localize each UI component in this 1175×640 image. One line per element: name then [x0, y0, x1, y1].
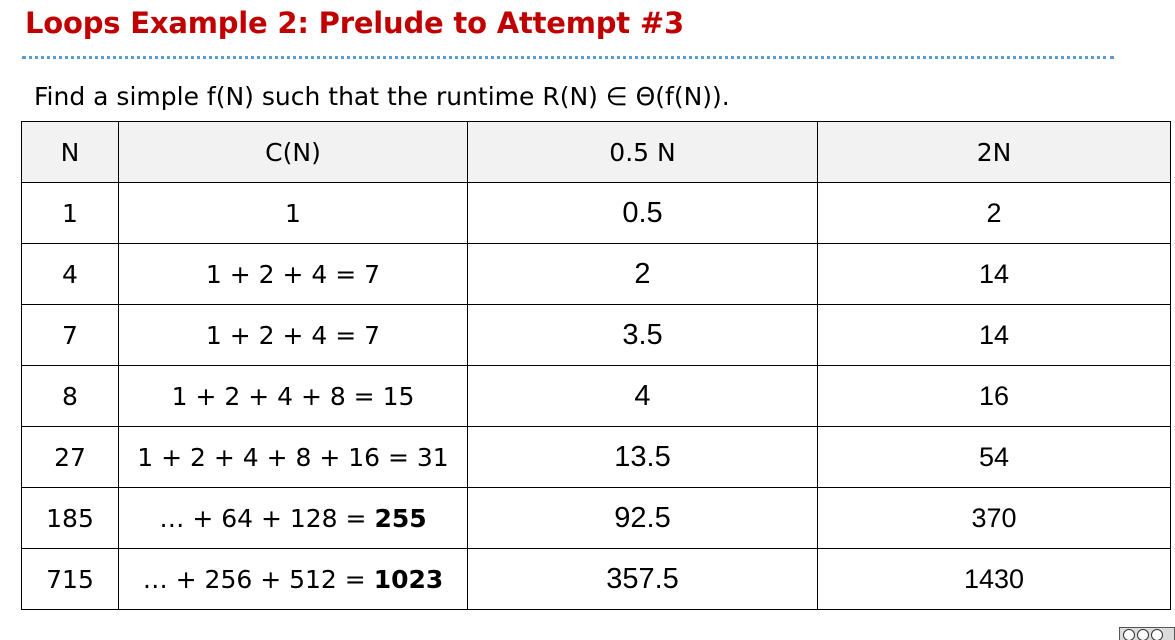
- title-divider: [22, 56, 1114, 59]
- cell-two-n: 54: [817, 426, 1171, 488]
- cell-n: 185: [21, 487, 119, 549]
- cell-cn: 1 + 2 + 4 + 8 = 15: [118, 365, 468, 427]
- cc-license-icon: [1119, 627, 1175, 640]
- cell-two-n: 14: [817, 243, 1171, 305]
- cell-two-n: 14: [817, 304, 1171, 366]
- cell-cn-text: 1: [285, 198, 301, 228]
- cell-cn-text: … + 64 + 128 =: [159, 503, 375, 533]
- cell-cn: … + 64 + 128 = 255: [118, 487, 468, 549]
- table-row: 4 1 + 2 + 4 = 7 2 14: [21, 243, 1171, 305]
- cell-cn-text: 1 + 2 + 4 + 8 + 16 = 31: [137, 442, 449, 472]
- cell-n: 4: [21, 243, 119, 305]
- table-row: 1 1 0.5 2: [21, 182, 1171, 244]
- cc-nc-icon: [1151, 629, 1163, 640]
- cell-cn-text: 1 + 2 + 4 = 7: [205, 259, 381, 289]
- cell-cn-bold: 255: [374, 503, 427, 533]
- cell-cn: 1 + 2 + 4 = 7: [118, 243, 468, 305]
- table-row: 715 … + 256 + 512 = 1023 357.5 1430: [21, 548, 1171, 610]
- table-row: 8 1 + 2 + 4 + 8 = 15 4 16: [21, 365, 1171, 427]
- slide-subtitle: Find a simple f(N) such that the runtime…: [34, 82, 730, 111]
- cell-half-n: 4: [467, 365, 818, 427]
- cc-by-icon: [1137, 629, 1149, 640]
- cell-half-n: 0.5: [467, 182, 818, 244]
- cell-half-n: 3.5: [467, 304, 818, 366]
- runtime-table: N C(N) 0.5 N 2N 1 1 0.5 2 4 1 + 2 + 4 = …: [21, 121, 1171, 610]
- cell-cn: 1: [118, 182, 468, 244]
- cell-cn: 1 + 2 + 4 = 7: [118, 304, 468, 366]
- cell-n: 715: [21, 548, 119, 610]
- cc-circle-icon: [1123, 629, 1135, 640]
- table-header-row: N C(N) 0.5 N 2N: [21, 121, 1171, 183]
- table-row: 7 1 + 2 + 4 = 7 3.5 14: [21, 304, 1171, 366]
- table-row: 27 1 + 2 + 4 + 8 + 16 = 31 13.5 54: [21, 426, 1171, 488]
- cell-two-n: 16: [817, 365, 1171, 427]
- header-cn: C(N): [118, 121, 468, 183]
- table-row: 185 … + 64 + 128 = 255 92.5 370: [21, 487, 1171, 549]
- cell-half-n: 357.5: [467, 548, 818, 610]
- header-half-n: 0.5 N: [467, 121, 818, 183]
- cell-cn: 1 + 2 + 4 + 8 + 16 = 31: [118, 426, 468, 488]
- cell-n: 27: [21, 426, 119, 488]
- cell-two-n: 1430: [817, 548, 1171, 610]
- cell-n: 8: [21, 365, 119, 427]
- cell-cn-text: … + 256 + 512 =: [142, 564, 374, 594]
- cell-half-n: 2: [467, 243, 818, 305]
- cell-two-n: 2: [817, 182, 1171, 244]
- cell-n: 1: [21, 182, 119, 244]
- cell-half-n: 13.5: [467, 426, 818, 488]
- cell-cn: … + 256 + 512 = 1023: [118, 548, 468, 610]
- header-two-n: 2N: [817, 121, 1171, 183]
- cell-two-n: 370: [817, 487, 1171, 549]
- cell-cn-text: 1 + 2 + 4 = 7: [205, 320, 381, 350]
- cell-cn-bold: 1023: [373, 564, 444, 594]
- cell-cn-text: 1 + 2 + 4 + 8 = 15: [171, 381, 415, 411]
- header-n: N: [21, 121, 119, 183]
- slide-title: Loops Example 2: Prelude to Attempt #3: [25, 6, 684, 40]
- cell-half-n: 92.5: [467, 487, 818, 549]
- cell-n: 7: [21, 304, 119, 366]
